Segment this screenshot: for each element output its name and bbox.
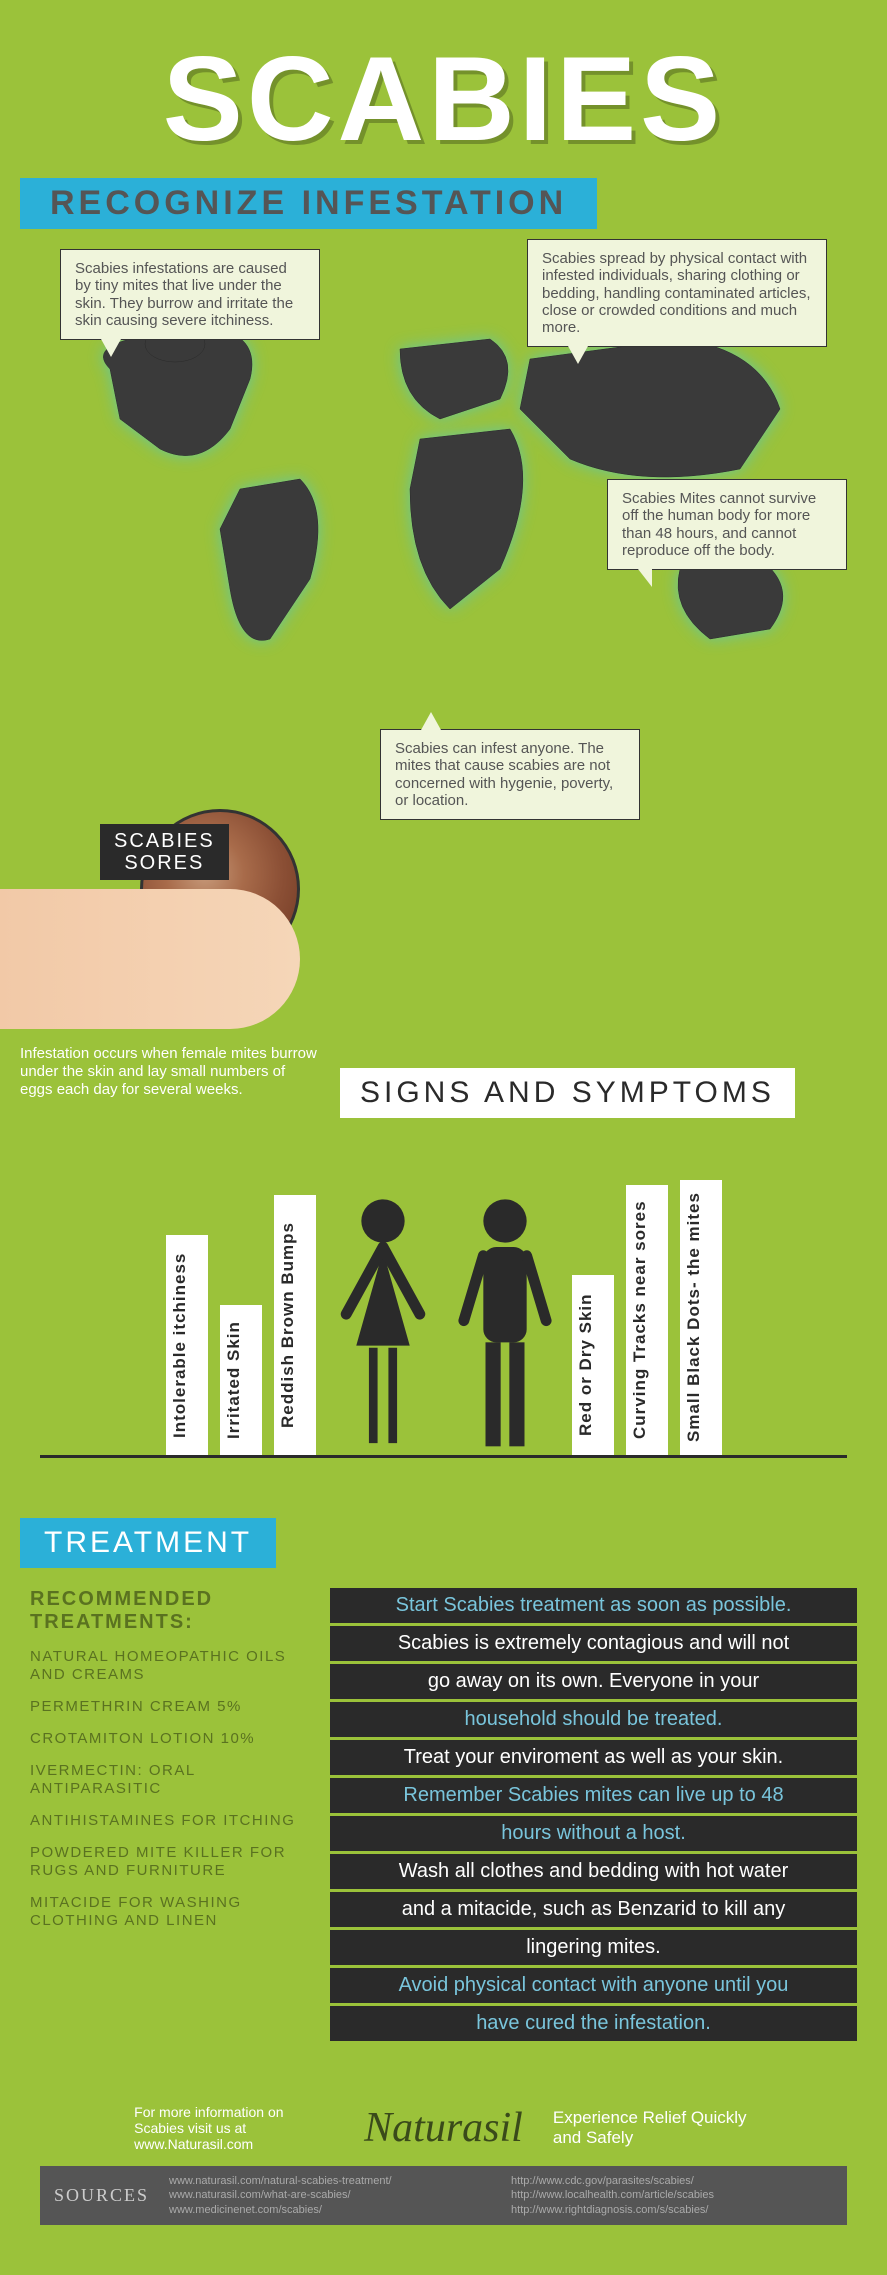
sources-bar: SOURCES www.naturasil.com/natural-scabie… [40, 2166, 847, 2225]
treatment-item: POWDERED MITE KILLER FOR RUGS AND FURNIT… [30, 1844, 300, 1880]
sores-description: Infestation occurs when female mites bur… [20, 1045, 320, 1099]
hand-icon [0, 889, 300, 1029]
sources-col-1: www.naturasil.com/natural-scabies-treatm… [169, 2174, 491, 2217]
callout-anyone: Scabies can infest anyone. The mites tha… [380, 729, 640, 820]
section-recognize-banner: RECOGNIZE INFESTATION [20, 178, 597, 229]
advice-line: have cured the infestation. [330, 2006, 857, 2041]
footer-url: www.Naturasil.com [134, 2136, 253, 2152]
symptoms-chart: Intolerable itchiness Irritated Skin Red… [40, 1178, 847, 1458]
sores-label: SCABIES SORES [100, 824, 229, 880]
source-link: http://www.localhealth.com/article/scabi… [511, 2188, 833, 2202]
treatment-item: MITACIDE FOR WASHING CLOTHING AND LINEN [30, 1894, 300, 1930]
callout-spread: Scabies spread by physical contact with … [527, 239, 827, 347]
brand-tagline: Experience Relief Quickly and Safely [553, 2108, 753, 2148]
footer-info: For more information on Scabies visit us… [134, 2104, 334, 2152]
main-title: SCABIES [0, 0, 887, 178]
world-map-area: Scabies infestations are caused by tiny … [0, 249, 887, 869]
section-signs-banner: SIGNS AND SYMPTOMS [340, 1068, 795, 1118]
treatment-area: RECOMMENDED TREATMENTS: NATURAL HOMEOPAT… [0, 1568, 887, 2084]
advice-line: Treat your enviroment as well as your sk… [330, 1740, 857, 1775]
advice-line: Scabies is extremely contagious and will… [330, 1626, 857, 1661]
advice-line: household should be treated. [330, 1702, 857, 1737]
treatment-item: CROTAMITON LOTION 10% [30, 1730, 300, 1748]
section-signs-text: SIGNS AND SYMPTOMS [360, 1076, 775, 1109]
section-recognize-text: RECOGNIZE INFESTATION [50, 184, 567, 222]
woman-icon [328, 1195, 438, 1455]
section-treatment-text: TREATMENT [44, 1526, 252, 1559]
treatments-header: RECOMMENDED TREATMENTS: [30, 1588, 300, 1634]
advice-line: lingering mites. [330, 1930, 857, 1965]
section-treatment-banner: TREATMENT [20, 1518, 276, 1568]
sores-label-1: SCABIES [114, 830, 215, 852]
advice-line: and a mitacide, such as Benzarid to kill… [330, 1892, 857, 1927]
advice-line: Wash all clothes and bedding with hot wa… [330, 1854, 857, 1889]
callout-survival: Scabies Mites cannot survive off the hum… [607, 479, 847, 570]
symptom-bar: Red or Dry Skin [572, 1275, 614, 1455]
sources-col-2: http://www.cdc.gov/parasites/scabies/ ht… [511, 2174, 833, 2217]
advice-line: go away on its own. Everyone in your [330, 1664, 857, 1699]
treatment-item: NATURAL HOMEOPATHIC OILS AND CREAMS [30, 1648, 300, 1684]
people-icon [328, 1195, 560, 1455]
symptom-bar: Small Black Dots- the mites [680, 1180, 722, 1455]
source-link: http://www.rightdiagnosis.com/s/scabies/ [511, 2203, 833, 2217]
symptom-bar: Irritated Skin [220, 1305, 262, 1455]
callout-cause: Scabies infestations are caused by tiny … [60, 249, 320, 340]
treatment-item: PERMETHRIN CREAM 5% [30, 1698, 300, 1716]
sores-area: SCABIES SORES Infestation occurs when fe… [0, 809, 887, 1089]
advice-line: Remember Scabies mites can live up to 48 [330, 1778, 857, 1813]
brand-logo: Naturasil [364, 2104, 523, 2152]
footer-top: For more information on Scabies visit us… [40, 2104, 847, 2152]
source-link: www.naturasil.com/natural-scabies-treatm… [169, 2174, 491, 2188]
symptom-bar: Curving Tracks near sores [626, 1185, 668, 1455]
symptom-bar: Intolerable itchiness [166, 1235, 208, 1455]
advice-line: hours without a host. [330, 1816, 857, 1851]
infographic-page: SCABIES RECOGNIZE INFESTATION [0, 0, 887, 2275]
advice-line: Start Scabies treatment as soon as possi… [330, 1588, 857, 1623]
symptom-bar: Reddish Brown Bumps [274, 1195, 316, 1455]
footer-info-text: For more information on Scabies visit us… [134, 2104, 283, 2136]
advice-line: Avoid physical contact with anyone until… [330, 1968, 857, 2003]
source-link: www.medicinenet.com/scabies/ [169, 2203, 491, 2217]
footer: For more information on Scabies visit us… [0, 2084, 887, 2245]
source-link: www.naturasil.com/what-are-scabies/ [169, 2188, 491, 2202]
treatment-advice: Start Scabies treatment as soon as possi… [330, 1588, 857, 2044]
man-icon [450, 1195, 560, 1455]
treatment-item: IVERMECTIN: ORAL ANTIPARASITIC [30, 1762, 300, 1798]
sources-label: SOURCES [54, 2185, 149, 2206]
sores-label-2: SORES [124, 852, 204, 874]
source-link: http://www.cdc.gov/parasites/scabies/ [511, 2174, 833, 2188]
treatment-item: ANTIHISTAMINES FOR ITCHING [30, 1812, 300, 1830]
recommended-treatments: RECOMMENDED TREATMENTS: NATURAL HOMEOPAT… [30, 1588, 300, 2044]
